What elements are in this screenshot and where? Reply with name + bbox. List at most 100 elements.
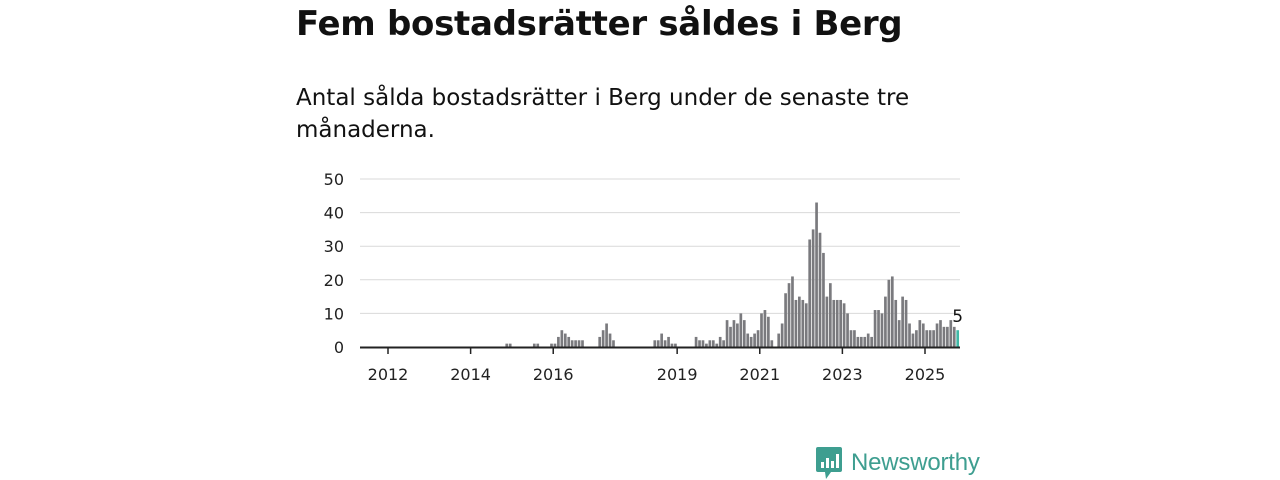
bar <box>952 326 956 347</box>
bar <box>567 336 571 347</box>
bar <box>718 336 722 347</box>
bar <box>663 340 667 347</box>
bar <box>939 320 942 347</box>
bar <box>811 229 815 347</box>
bar <box>787 283 791 347</box>
bar <box>932 330 935 347</box>
bar <box>612 340 615 347</box>
bar <box>770 340 774 347</box>
y-axis-labels: 0 10 20 30 40 50 <box>324 170 344 357</box>
bar <box>901 296 904 347</box>
bar <box>753 333 756 347</box>
chart-subtitle: Antal sålda bostadsrätter i Berg under d… <box>296 85 910 143</box>
bar <box>563 333 567 347</box>
bar <box>856 336 860 347</box>
bar <box>760 313 763 347</box>
bar <box>705 343 708 347</box>
bar <box>767 316 770 347</box>
bar <box>656 340 660 347</box>
bar <box>729 326 732 347</box>
x-tick-label: 2012 <box>368 365 409 384</box>
bar <box>598 336 602 347</box>
bar <box>742 320 746 347</box>
bar <box>822 252 825 347</box>
bar <box>942 326 946 347</box>
bar <box>880 313 884 347</box>
bar <box>532 343 536 347</box>
bar <box>694 336 698 347</box>
bar <box>794 299 798 347</box>
bar <box>581 340 584 347</box>
x-axis: 2012 2014 2016 2019 2021 2023 2025 <box>360 346 960 384</box>
bar <box>877 310 880 347</box>
bar <box>505 343 509 347</box>
bar <box>918 320 922 347</box>
bar <box>804 303 808 347</box>
bar <box>921 323 925 347</box>
bar-highlight <box>956 330 960 347</box>
bar <box>828 283 832 347</box>
bar <box>605 323 608 347</box>
bar <box>715 343 719 347</box>
bar <box>798 296 801 347</box>
x-tick-label: 2014 <box>450 365 491 384</box>
bar <box>873 310 877 347</box>
bar <box>756 330 760 347</box>
bar <box>946 326 949 347</box>
bar-chart: 0 10 20 30 40 50 2012 2014 2016 2019 2021 2023 2025… <box>324 170 963 384</box>
bar <box>842 303 846 347</box>
bar <box>818 232 822 347</box>
bar <box>736 323 739 347</box>
bar <box>722 340 725 347</box>
bar <box>784 293 787 347</box>
bar <box>553 343 557 347</box>
newsworthy-logo[interactable]: Newsworthy <box>815 446 980 480</box>
bar <box>667 336 670 347</box>
gridlines <box>360 178 960 314</box>
y-tick-label: 20 <box>324 271 344 290</box>
bar <box>570 340 574 347</box>
bar <box>815 202 818 347</box>
bar <box>508 343 512 347</box>
bar <box>825 296 829 347</box>
y-tick-label: 40 <box>324 204 344 223</box>
bar <box>808 239 812 347</box>
bar <box>853 330 856 347</box>
y-tick-label: 10 <box>324 304 344 323</box>
bar <box>698 340 701 347</box>
bar <box>560 330 564 347</box>
bar <box>935 323 939 347</box>
bar <box>777 333 781 347</box>
bar <box>557 336 560 347</box>
bar <box>884 296 887 347</box>
x-tick-label: 2023 <box>822 365 863 384</box>
bar <box>739 313 743 347</box>
bar <box>550 343 553 347</box>
x-tick-label: 2021 <box>739 365 780 384</box>
bar <box>894 299 898 347</box>
bar <box>863 336 867 347</box>
x-tick-label: 2019 <box>657 365 698 384</box>
bar <box>835 299 839 347</box>
bar <box>897 320 901 347</box>
bar <box>859 336 863 347</box>
bar <box>732 320 736 347</box>
bar <box>670 343 674 347</box>
bar <box>763 310 767 347</box>
bar <box>839 299 843 347</box>
bar <box>890 276 894 347</box>
x-tick-label: 2025 <box>905 365 946 384</box>
bar <box>574 340 577 347</box>
last-value-label: 5 <box>952 307 963 327</box>
bar <box>866 333 870 347</box>
bar <box>725 320 729 347</box>
newsworthy-logo-icon <box>816 447 842 479</box>
bar <box>911 333 915 347</box>
bar <box>801 299 805 347</box>
x-tick-label: 2016 <box>533 365 574 384</box>
bar <box>536 343 540 347</box>
bar <box>608 333 612 347</box>
bar <box>887 279 891 347</box>
bar <box>749 336 753 347</box>
newsworthy-wordmark: Newsworthy <box>851 449 980 476</box>
